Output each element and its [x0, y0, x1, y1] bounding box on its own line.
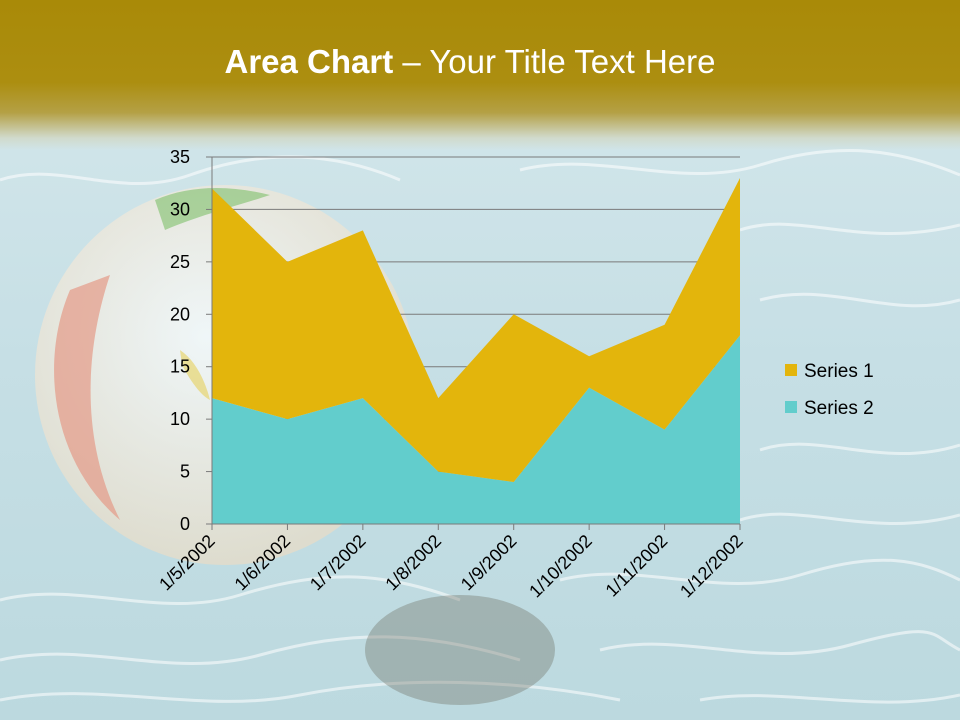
x-tick-label: 1/8/2002	[381, 531, 445, 595]
title-separator: –	[393, 43, 430, 80]
legend-swatch	[785, 401, 797, 413]
axes	[206, 156, 741, 530]
x-tick-label: 1/12/2002	[676, 531, 747, 602]
y-tick-label: 10	[170, 409, 190, 429]
area-series-1	[212, 177, 740, 483]
y-tick-label: 25	[170, 252, 190, 272]
area-series-2	[212, 335, 740, 524]
legend: Series 1 Series 2	[785, 361, 874, 419]
y-tick-label: 5	[180, 462, 190, 482]
x-tick-label: 1/5/2002	[155, 531, 219, 595]
title-rest-part: Your Title Text Here	[429, 43, 716, 80]
y-tick-label: 0	[180, 514, 190, 534]
legend-label: Series 2	[804, 398, 874, 419]
x-tick-label: 1/11/2002	[602, 531, 672, 601]
y-tick-label: 20	[170, 304, 190, 324]
y-tick-label: 30	[170, 199, 190, 219]
legend-label: Series 1	[804, 361, 874, 382]
x-tick-label: 1/9/2002	[457, 531, 521, 595]
x-tick-label: 1/10/2002	[525, 531, 596, 602]
x-tick-label: 1/6/2002	[231, 531, 295, 595]
x-tick-label: 1/7/2002	[306, 531, 370, 595]
y-tick-label: 35	[170, 147, 190, 167]
x-axis-tick-labels: 1/5/2002 1/6/2002 1/7/2002 1/8/2002 1/9/2002…	[155, 531, 747, 602]
series-areas	[212, 177, 740, 524]
y-axis-tick-labels: 0 5 10 15 20 25 30 35	[170, 147, 190, 534]
slide-title: Area Chart – Your Title Text Here	[0, 40, 940, 84]
title-bold-part: Area Chart	[224, 43, 394, 80]
y-tick-label: 15	[170, 357, 190, 377]
title-bar	[0, 0, 960, 150]
legend-swatch	[785, 364, 797, 376]
